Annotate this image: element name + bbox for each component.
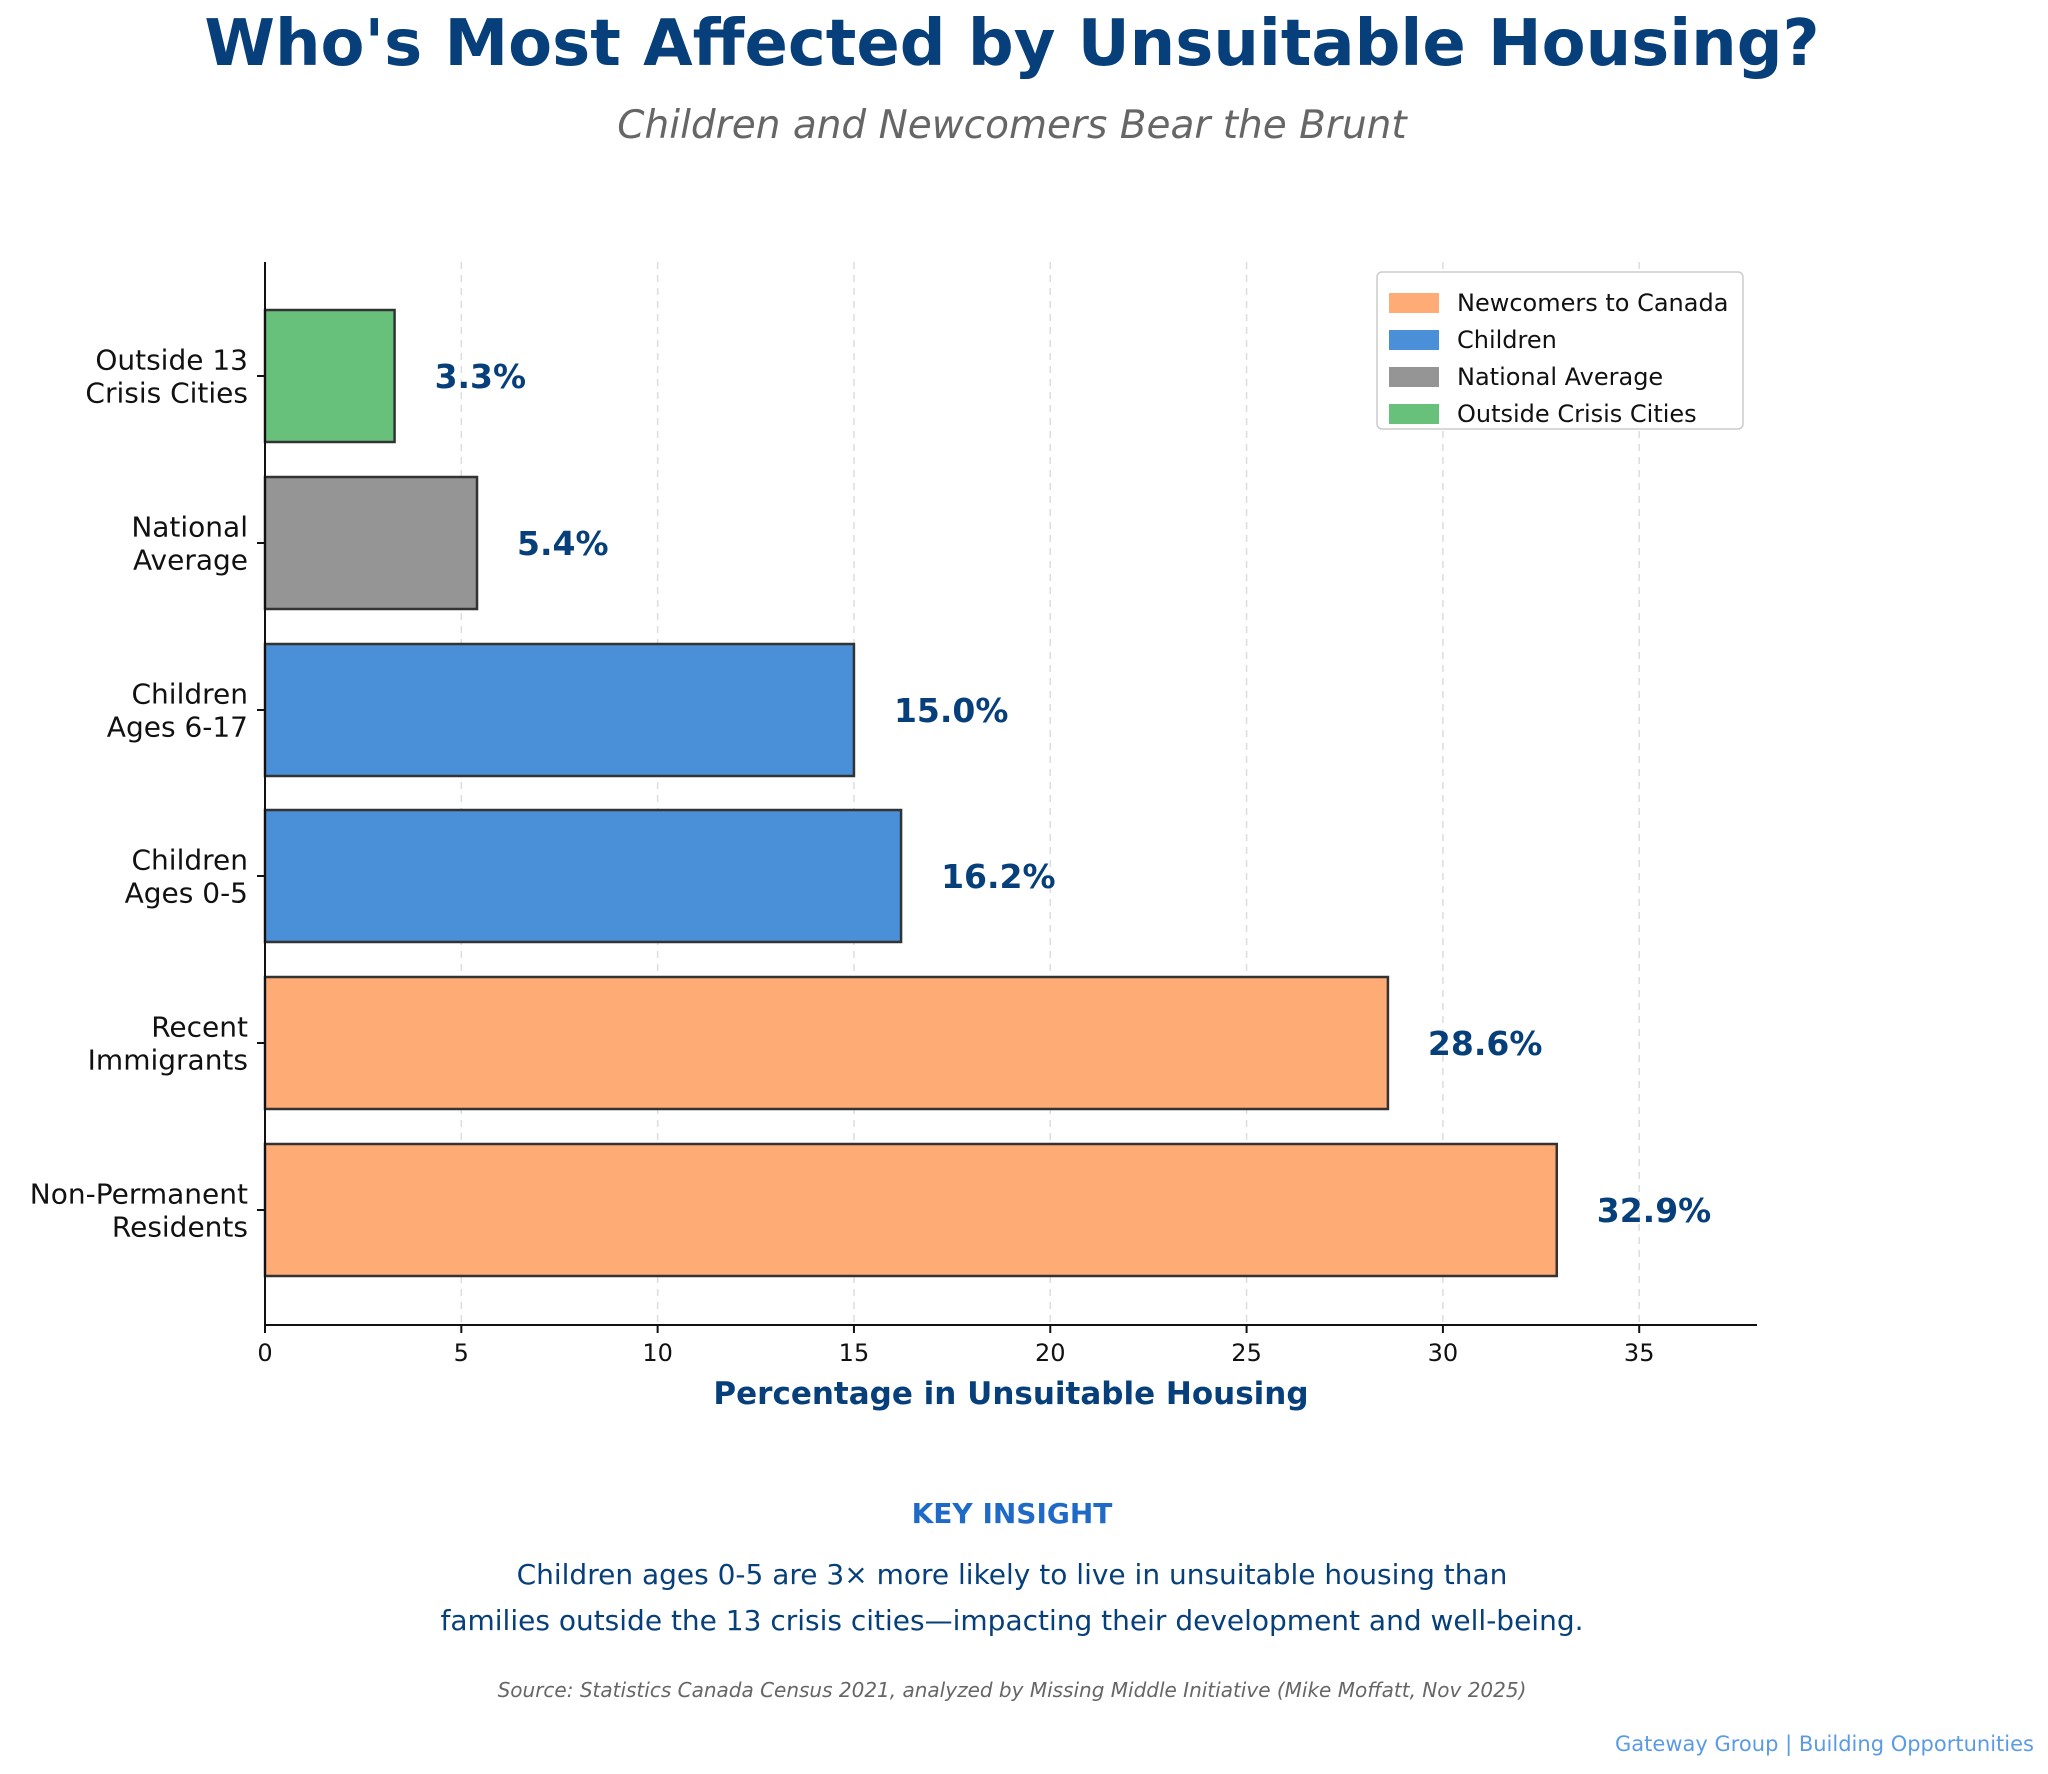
value-label-national-average: 5.4% xyxy=(517,524,609,563)
category-label-outside-13-crisis-cities-line-2: Crisis Cities xyxy=(85,377,248,410)
x-tick-label-15: 15 xyxy=(839,1339,870,1367)
bar-outside-13-crisis-cities xyxy=(263,308,396,444)
category-label-non-permanent-residents-line-2: Residents xyxy=(112,1211,248,1244)
value-label-non-permanent-residents: 32.9% xyxy=(1597,1191,1712,1230)
legend-label-outside-crisis-cities: Outside Crisis Cities xyxy=(1457,400,1697,428)
category-label-non-permanent-residents-line-1: Non-Permanent xyxy=(30,1178,248,1211)
category-label-recent-immigrants-line-1: Recent xyxy=(151,1011,248,1044)
x-tick-label-35: 35 xyxy=(1624,1339,1655,1367)
category-label-national-average-line-1: National xyxy=(131,511,248,544)
category-label-national-average-line-2: Average xyxy=(133,544,248,577)
source-note: Source: Statistics Canada Census 2021, a… xyxy=(498,1678,1527,1702)
legend-swatch-outside-crisis-cities xyxy=(1389,404,1439,424)
bars: 32.9% 28.6% 16.2% 15.0% 5.4% 3.3% xyxy=(263,308,1712,1278)
x-axis-label: Percentage in Unsuitable Housing xyxy=(713,1376,1308,1412)
key-insight-line-1: Children ages 0-5 are 3× more likely to … xyxy=(517,1558,1508,1591)
x-tick-label-5: 5 xyxy=(454,1339,469,1367)
x-tick-label-10: 10 xyxy=(642,1339,673,1367)
legend-label-newcomers-to-canada: Newcomers to Canada xyxy=(1457,289,1728,317)
value-label-children-ages-0-5: 16.2% xyxy=(941,857,1056,896)
category-label-children-ages-0-5-line-1: Children xyxy=(132,844,249,877)
value-label-children-ages-6-17: 15.0% xyxy=(894,691,1009,730)
bar-children-ages-0-5 xyxy=(263,808,903,944)
footer-credit: Gateway Group | Building Opportunities xyxy=(1615,1732,2034,1757)
legend: Newcomers to Canada Children National Aver… xyxy=(1376,271,1744,430)
x-tick-label-30: 30 xyxy=(1428,1339,1459,1367)
category-label-outside-13-crisis-cities-line-1: Outside 13 xyxy=(95,344,248,377)
x-tick-label-25: 25 xyxy=(1231,1339,1262,1367)
bar-children-ages-6-17 xyxy=(263,642,856,778)
category-label-recent-immigrants-line-2: Immigrants xyxy=(88,1044,248,1077)
value-label-outside-13-crisis-cities: 3.3% xyxy=(435,357,527,396)
chart-title: Who's Most Affected by Unsuitable Housin… xyxy=(204,7,1819,81)
legend-swatch-newcomers-to-canada xyxy=(1389,293,1439,313)
key-insight-heading: KEY INSIGHT xyxy=(912,1497,1113,1530)
legend-swatch-children xyxy=(1389,330,1439,350)
value-label-recent-immigrants: 28.6% xyxy=(1428,1024,1543,1063)
x-tick-label-0: 0 xyxy=(257,1339,272,1367)
legend-box xyxy=(1376,271,1744,430)
category-label-children-ages-6-17-line-2: Ages 6-17 xyxy=(107,711,248,744)
category-label-children-ages-0-5-line-2: Ages 0-5 xyxy=(125,877,248,910)
category-label-children-ages-6-17-line-1: Children xyxy=(132,678,249,711)
bar-non-permanent-residents xyxy=(263,1142,1559,1278)
key-insight-line-2: families outside the 13 crisis cities—im… xyxy=(440,1604,1583,1637)
bar-recent-immigrants xyxy=(263,975,1390,1111)
chart-subtitle: Children and Newcomers Bear the Brunt xyxy=(617,103,1408,148)
legend-label-children: Children xyxy=(1457,326,1557,354)
bar-national-average xyxy=(263,475,479,611)
legend-label-national-average: National Average xyxy=(1457,363,1663,391)
x-tick-label-20: 20 xyxy=(1035,1339,1066,1367)
legend-swatch-national-average xyxy=(1389,367,1439,387)
